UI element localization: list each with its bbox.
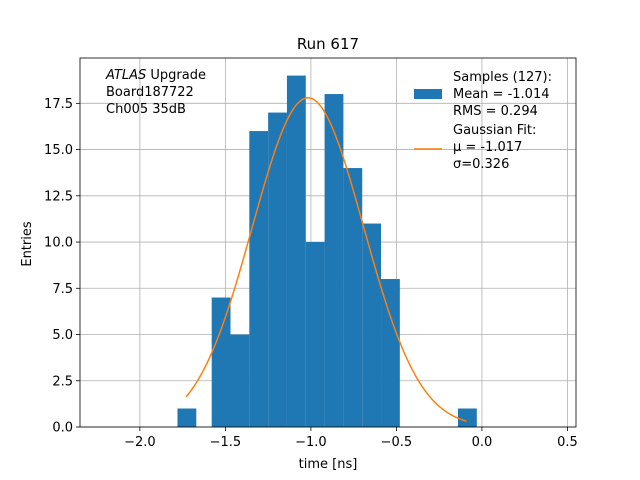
legend-fit-line: Gaussian Fit: [453,123,536,138]
legend-fit-line: μ = -1.017 [453,140,522,155]
histogram-bar [286,75,306,428]
chart-title: Run 617 [297,35,359,53]
legend-fit-line: σ=0.326 [453,157,509,172]
fit-curve [185,97,467,422]
annotation-line: ATLAS Upgrade [105,68,206,83]
y-tick-label: 5.0 [52,328,73,343]
annotation-italic: ATLAS [105,68,146,83]
histogram-bars [177,75,477,428]
histogram-bar [177,408,197,427]
annotation-line: Ch005 35dB [106,102,186,117]
x-axis-label: time [ns] [299,457,358,472]
legend-histogram-swatch [414,89,442,99]
y-tick-label: 17.5 [44,97,73,112]
histogram-bar [230,334,250,427]
y-axis-label: Entries [20,221,35,267]
histogram-bar [362,223,382,427]
info-annotation: ATLAS Upgrade Board187722 Ch005 35dB [105,68,206,117]
x-tick-label: −1.0 [295,435,327,450]
y-tick-label: 7.5 [52,282,73,297]
y-tick-label: 12.5 [44,189,73,204]
legend-samples-line: RMS = 0.294 [453,104,538,119]
histogram-bar [381,279,400,427]
x-tick-label: 0.5 [557,435,578,450]
gaussian-fit [185,97,467,422]
histogram-bar [211,297,231,427]
histogram-bar [305,242,325,427]
histogram-bar [324,94,344,427]
x-tick-label: −1.5 [210,435,242,450]
x-tick-label: 0.0 [472,435,493,450]
y-tick-label: 0.0 [52,421,73,436]
histogram-bar [249,131,269,427]
histogram-bar [457,408,477,427]
histogram-bar [343,168,363,428]
x-tick-label: −0.5 [381,435,413,450]
legend-samples-line: Samples (127): [453,70,552,85]
legend-samples-line: Mean = -1.014 [453,87,549,102]
axes: −2.0 −1.5 −1.0 −0.5 0.0 0.5 0.0 2.5 5.0 7.5 10.0 12… [44,57,578,450]
annotation-line: Board187722 [106,85,194,100]
y-tick-label: 10.0 [44,236,73,251]
plot-frame [79,57,577,428]
histogram-bar [268,112,287,428]
annotation-text: Upgrade [146,68,206,83]
annotation-text: Board187722 [106,85,194,100]
annotation-text: Ch005 35dB [106,102,186,117]
x-tick-label: −2.0 [124,435,156,450]
y-tick-label: 2.5 [52,374,73,389]
legend: Samples (127): Mean = -1.014 RMS = 0.294… [414,70,552,172]
y-tick-label: 15.0 [44,143,73,158]
